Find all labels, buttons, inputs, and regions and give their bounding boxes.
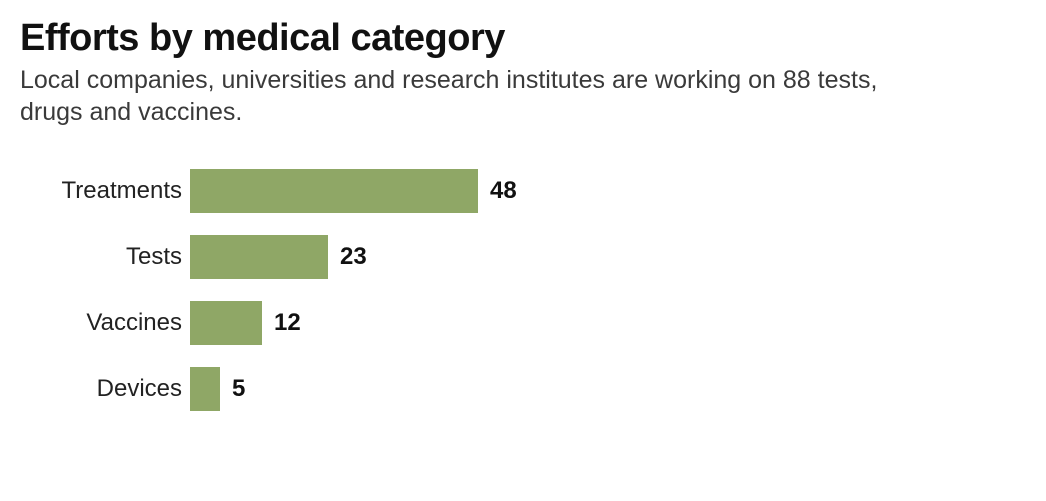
- category-label: Treatments: [30, 177, 190, 205]
- value-label: 5: [220, 375, 245, 403]
- bar: [190, 169, 478, 213]
- value-label: 48: [478, 177, 517, 205]
- value-label: 23: [328, 243, 367, 271]
- bar: [190, 301, 262, 345]
- bar-row: Treatments 48: [30, 169, 1026, 213]
- value-label: 12: [262, 309, 301, 337]
- bar-row: Vaccines 12: [30, 301, 1026, 345]
- bar: [190, 367, 220, 411]
- bar: [190, 235, 328, 279]
- bar-chart: Treatments 48 Tests 23 Vaccines 12 Devic…: [30, 169, 1026, 411]
- chart-title: Efforts by medical category: [20, 18, 1026, 60]
- bar-row: Devices 5: [30, 367, 1026, 411]
- category-label: Devices: [30, 375, 190, 403]
- category-label: Tests: [30, 243, 190, 271]
- bar-row: Tests 23: [30, 235, 1026, 279]
- chart-subtitle: Local companies, universities and resear…: [20, 64, 920, 129]
- category-label: Vaccines: [30, 309, 190, 337]
- chart-container: Efforts by medical category Local compan…: [0, 0, 1046, 431]
